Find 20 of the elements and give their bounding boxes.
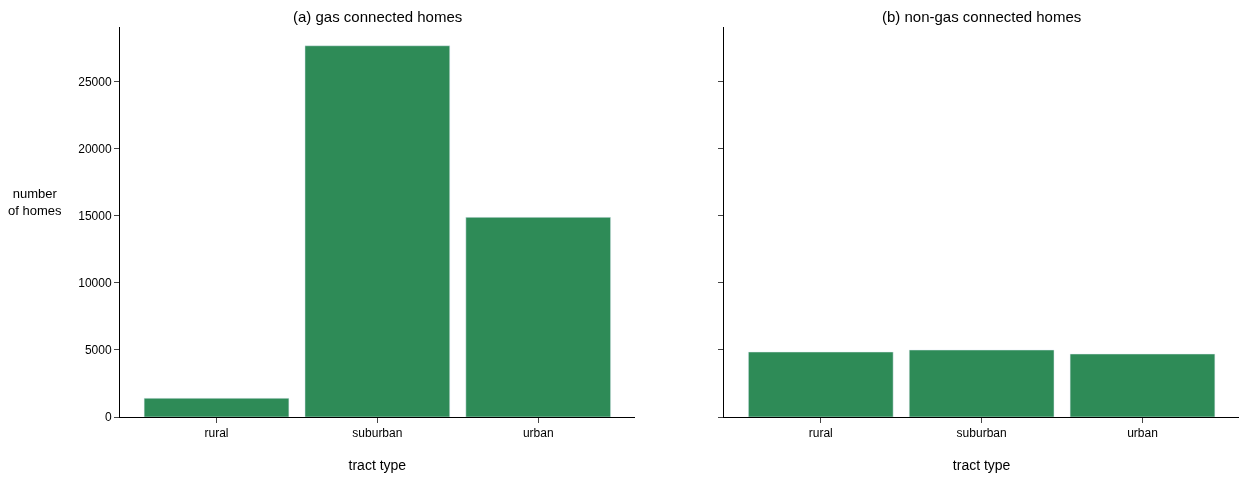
x-tick-label: rural <box>204 426 229 441</box>
bar <box>465 217 611 417</box>
x-axis-title: tract type <box>348 456 407 473</box>
y-tick-label: 15000 <box>78 209 112 224</box>
chart-title: (a) gas connected homes <box>293 8 463 25</box>
y-tick-label: 5000 <box>84 343 112 358</box>
y-tick-label: 0 <box>104 410 112 425</box>
bar <box>304 45 451 417</box>
x-tick-label: rural <box>808 426 833 441</box>
bar <box>143 397 290 417</box>
x-axis-title: tract type <box>952 456 1011 473</box>
x-tick-label: suburban <box>352 426 403 441</box>
y-tick-label: 25000 <box>78 75 112 90</box>
x-tick-label: urban <box>1127 426 1158 441</box>
x-tick-label: urban <box>522 426 554 441</box>
chart-title: (b) non-gas connected homes <box>882 8 1082 25</box>
y-axis-title: number of homes <box>8 186 62 218</box>
y-tick-label: 20000 <box>78 142 112 157</box>
y-tick-label: 10000 <box>78 276 112 291</box>
x-tick-label: suburban <box>956 426 1007 441</box>
